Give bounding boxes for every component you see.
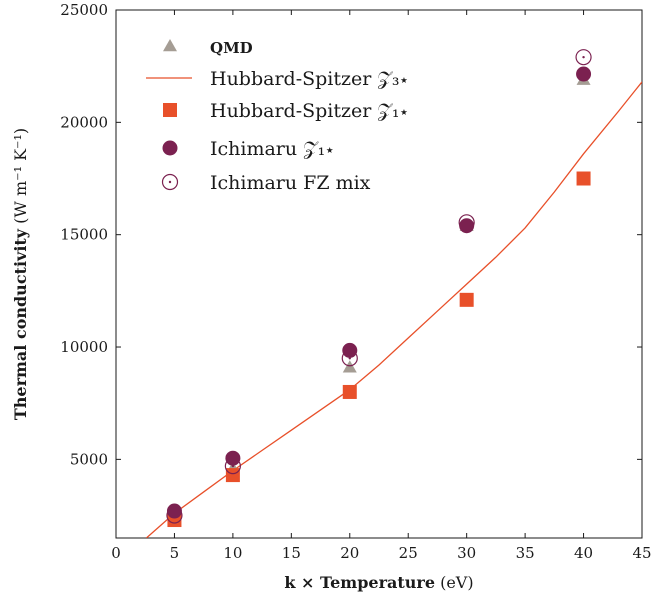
data-point-circle-filled — [576, 66, 592, 82]
y-axis-title-unit: (W m⁻¹ K⁻¹) — [11, 128, 30, 224]
data-point-circle-filled — [225, 450, 241, 466]
y-tick-label: 25000 — [60, 1, 108, 19]
x-tick-label: 15 — [282, 544, 301, 562]
data-point-square — [459, 292, 474, 307]
legend-swatch-triangle — [163, 39, 177, 52]
x-tick-label: 40 — [574, 544, 593, 562]
legend-label: Hubbard-Spitzer 𝒵₁⋆ — [210, 100, 408, 122]
x-axis-ticks: 0 5 10 15 20 25 30 35 40 45 — [111, 10, 652, 562]
y-tick-label: 5000 — [70, 450, 108, 468]
x-tick-label: 25 — [399, 544, 418, 562]
y-tick-label: 10000 — [60, 338, 108, 356]
legend-label: QMD — [210, 39, 253, 57]
data-point-square — [342, 384, 357, 399]
x-tick-label: 45 — [632, 544, 651, 562]
legend-swatch-circle-dot — [161, 173, 179, 191]
x-tick-label: 10 — [223, 544, 242, 562]
x-tick-label: 5 — [170, 544, 180, 562]
y-axis-ticks: 5000 10000 15000 20000 25000 — [60, 1, 642, 468]
legend-label: Ichimaru 𝒵₁⋆ — [210, 138, 334, 160]
x-tick-label: 0 — [111, 544, 121, 562]
y-tick-label: 20000 — [60, 113, 108, 131]
data-point-square — [225, 468, 240, 483]
y-axis-title: Thermal conductivity (W m⁻¹ K⁻¹) — [11, 128, 30, 420]
legend-swatch-circle-dot-dot — [168, 180, 172, 184]
legend-swatch-circle-filled — [162, 140, 178, 156]
legend-label: Hubbard-Spitzer 𝒵₃⋆ — [210, 68, 408, 90]
x-tick-label: 30 — [457, 544, 476, 562]
data-point-circle-dot-dot — [582, 55, 585, 59]
data-point-circle-filled — [166, 503, 182, 519]
data-point-triangle — [342, 360, 357, 373]
series-layer — [145, 49, 642, 538]
y-tick-label: 15000 — [60, 226, 108, 244]
x-tick-label: 20 — [340, 544, 359, 562]
data-point-circle-filled — [459, 218, 475, 234]
x-tick-label: 35 — [516, 544, 535, 562]
x-axis-title-bold: k × Temperature — [284, 573, 435, 592]
x-axis-title-unit: (eV) — [440, 573, 474, 592]
legend-swatch-circle-dot-ring — [161, 173, 179, 191]
y-axis-title-bold: Thermal conductivity — [11, 228, 30, 420]
plot-area — [115, 9, 643, 539]
data-point-square — [576, 171, 591, 186]
data-point-circle-dot-ring — [575, 49, 592, 66]
legend-label: Ichimaru FZ mix — [210, 172, 371, 194]
legend-swatch-square — [163, 103, 177, 117]
data-point-circle-filled — [342, 342, 358, 358]
data-point-circle-dot — [575, 49, 592, 66]
legend: QMD Hubbard-Spitzer 𝒵₃⋆ Hubbard-Spitzer 𝒵₁… — [146, 39, 408, 194]
x-axis-title: k × Temperature (eV) — [284, 573, 473, 592]
